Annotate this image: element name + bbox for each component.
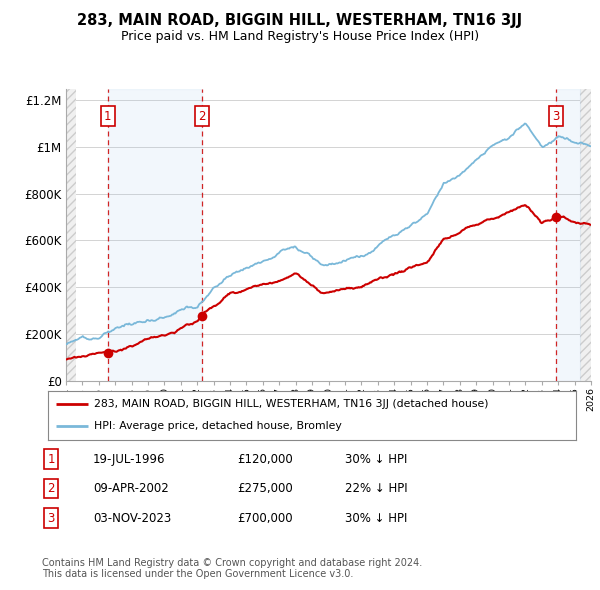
Text: £275,000: £275,000 [237, 482, 293, 495]
Text: 2: 2 [47, 482, 55, 495]
Text: HPI: Average price, detached house, Bromley: HPI: Average price, detached house, Brom… [94, 421, 342, 431]
Text: 30% ↓ HPI: 30% ↓ HPI [345, 453, 407, 466]
Text: 283, MAIN ROAD, BIGGIN HILL, WESTERHAM, TN16 3JJ: 283, MAIN ROAD, BIGGIN HILL, WESTERHAM, … [77, 13, 523, 28]
Text: 19-JUL-1996: 19-JUL-1996 [93, 453, 166, 466]
Text: 2: 2 [198, 110, 205, 123]
Text: 3: 3 [552, 110, 559, 123]
Text: 1: 1 [47, 453, 55, 466]
Text: 30% ↓ HPI: 30% ↓ HPI [345, 512, 407, 525]
Bar [580, 88, 591, 381]
Text: 09-APR-2002: 09-APR-2002 [93, 482, 169, 495]
Text: 1: 1 [104, 110, 112, 123]
Bar [556, 88, 580, 381]
Text: £700,000: £700,000 [237, 512, 293, 525]
Text: 283, MAIN ROAD, BIGGIN HILL, WESTERHAM, TN16 3JJ (detached house): 283, MAIN ROAD, BIGGIN HILL, WESTERHAM, … [94, 399, 489, 409]
Text: 3: 3 [47, 512, 55, 525]
Text: Price paid vs. HM Land Registry's House Price Index (HPI): Price paid vs. HM Land Registry's House … [121, 30, 479, 43]
Text: £120,000: £120,000 [237, 453, 293, 466]
Text: 03-NOV-2023: 03-NOV-2023 [93, 512, 171, 525]
Bar [107, 88, 202, 381]
Text: 22% ↓ HPI: 22% ↓ HPI [345, 482, 407, 495]
Bar [66, 88, 76, 381]
Text: Contains HM Land Registry data © Crown copyright and database right 2024.
This d: Contains HM Land Registry data © Crown c… [42, 558, 422, 579]
